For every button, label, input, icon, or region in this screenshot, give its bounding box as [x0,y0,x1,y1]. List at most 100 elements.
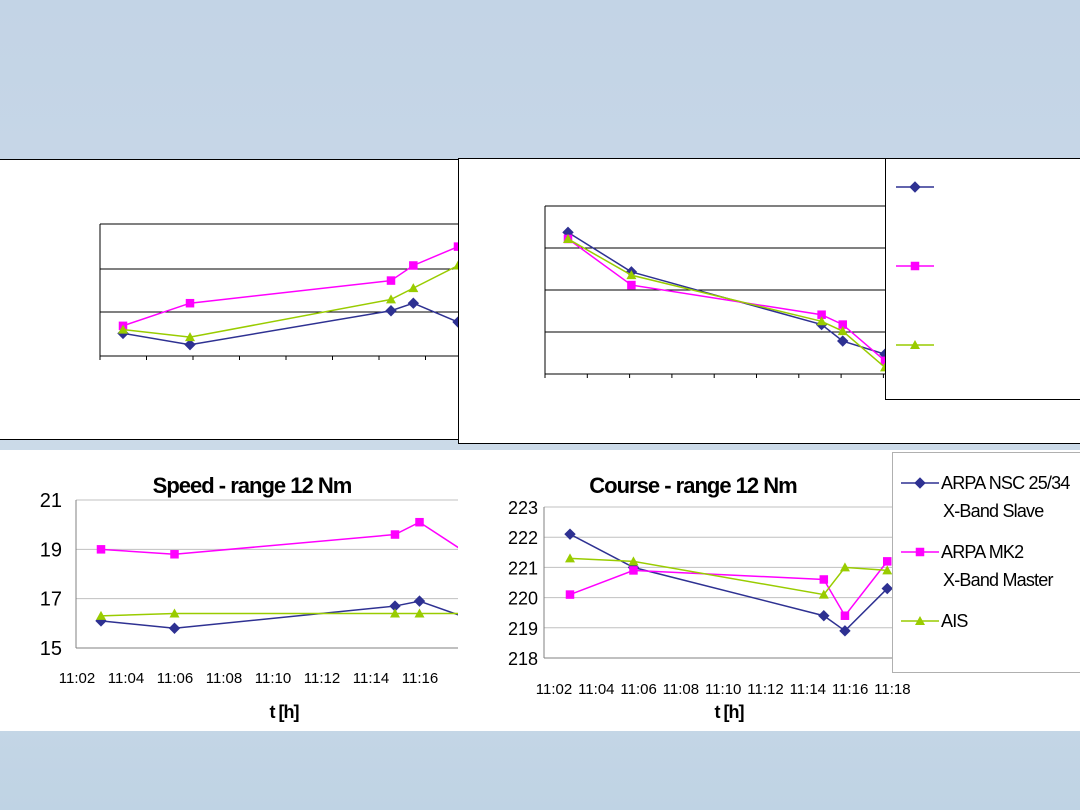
x-tick-label: 11:12 [747,681,783,698]
diamond-marker [413,595,426,607]
series-line-1 [122,245,458,327]
diamond-marker [909,181,921,193]
speed-chart: Speed - range 12 Nm t [h] 15 17 19 21 11:02 1… [40,473,460,722]
diamond-marker [839,625,851,637]
x-tick-label: 11:18 [874,681,910,698]
diamond-marker [881,582,893,595]
triangle-marker [390,608,400,618]
course-chart-upper [544,205,891,378]
triangle-marker [626,270,637,280]
diamond-marker [184,338,196,351]
square-marker [390,530,400,539]
triangle-marker [837,326,848,336]
diamond-marker [168,622,181,634]
triangle-marker [816,316,827,326]
course-chart-title: Course - range 12 Nm [589,473,797,498]
x-tick-label: 11:02 [536,681,572,698]
y-tick-label: 19 [40,539,62,561]
x-tick-label: 11:14 [353,670,389,687]
square-marker [170,550,179,559]
triangle-marker [563,233,573,243]
diamond-marker [385,305,397,317]
square-marker [415,517,424,527]
triangle-marker [818,589,829,599]
speed-chart-panel: Speed - range 12 Nm t [h] 15 17 19 21 11:02 1… [0,450,460,731]
speed-chart-title: Speed - range 12 Nm [153,473,352,498]
x-tick-label: 11:16 [402,670,438,687]
diamond-marker [818,610,830,622]
square-marker [627,280,636,290]
speed-chart-upper-panel [0,159,459,440]
x-tick-label: 11:12 [304,670,340,687]
triangle-marker [453,260,458,270]
x-tick-label: 11:04 [108,670,144,687]
triangle-marker [414,608,425,618]
legend-upper-box [885,159,1080,400]
triangle-marker [386,294,396,304]
y-tick-label: 222 [508,528,538,548]
series-line-0 [569,533,888,632]
triangle-marker [408,283,419,293]
x-tick-label: 11:06 [157,670,193,687]
square-marker [840,611,850,620]
square-marker [819,575,829,584]
square-marker [629,566,638,575]
triangle-marker [910,340,920,349]
x-tick-label: 11:14 [790,681,826,698]
speed-chart-upper [99,223,458,360]
course-chart-upper-panel [458,158,1080,444]
y-tick-label: 219 [508,619,538,639]
square-marker [409,261,418,270]
legend-upper-markers [896,181,934,349]
x-tick-label: 11:08 [206,670,242,687]
square-marker [915,547,925,557]
x-tick-label: 11:16 [832,681,868,698]
legend-label: AIS [941,611,968,631]
x-tick-label: 11:10 [255,670,291,687]
legend: ARPA NSC 25/34 X-Band Slave ARPA MK2 X-Band… [901,473,1071,631]
diamond-marker [564,528,576,540]
square-marker [910,261,920,271]
diamond-marker [914,477,926,489]
course-chart: Course - range 12 Nm t [h] 218 219 220 221 2… [508,473,911,722]
square-marker [565,590,575,599]
legend-box: ARPA NSC 25/34 X-Band Slave ARPA MK2 X-Band… [892,452,1080,673]
legend-label: ARPA NSC 25/34 [941,473,1070,493]
y-tick-label: 220 [508,589,538,609]
series-line-0 [567,231,886,355]
triangle-marker [118,324,128,334]
x-tick-label: 11:06 [620,681,656,698]
course-chart-panel: Course - range 12 Nm t [h] 218 219 220 221 2… [458,450,1080,731]
speed-chart-xlabel: t [h] [270,702,299,722]
x-tick-label: 11:08 [663,681,699,698]
series-line-2 [122,264,458,338]
series-line-2 [100,612,460,617]
square-marker [96,545,106,554]
diamond-marker [837,335,849,347]
triangle-marker [96,610,106,620]
square-marker [817,310,826,319]
y-tick-label: 15 [40,638,62,660]
series-line-1 [567,238,886,362]
diamond-marker [452,316,458,328]
legend-label: ARPA MK2 [941,542,1024,562]
square-marker [883,557,892,566]
y-tick-label: 21 [40,490,62,512]
y-tick-label: 223 [508,498,538,518]
diamond-marker [407,297,420,309]
course-chart-xlabel: t [h] [715,702,744,722]
triangle-marker [882,565,893,575]
triangle-marker [839,562,850,572]
x-tick-label: 11:10 [705,681,741,698]
triangle-marker [628,556,639,566]
y-tick-label: 221 [508,558,538,578]
triangle-marker [185,332,195,342]
square-marker [386,276,396,285]
legend-label-line2: X-Band Slave [943,501,1044,521]
square-marker [838,320,847,329]
x-tick-label: 11:04 [578,681,614,698]
series-line-2 [567,238,886,368]
triangle-marker [915,616,925,625]
y-tick-label: 17 [40,589,62,611]
square-marker [453,242,458,251]
